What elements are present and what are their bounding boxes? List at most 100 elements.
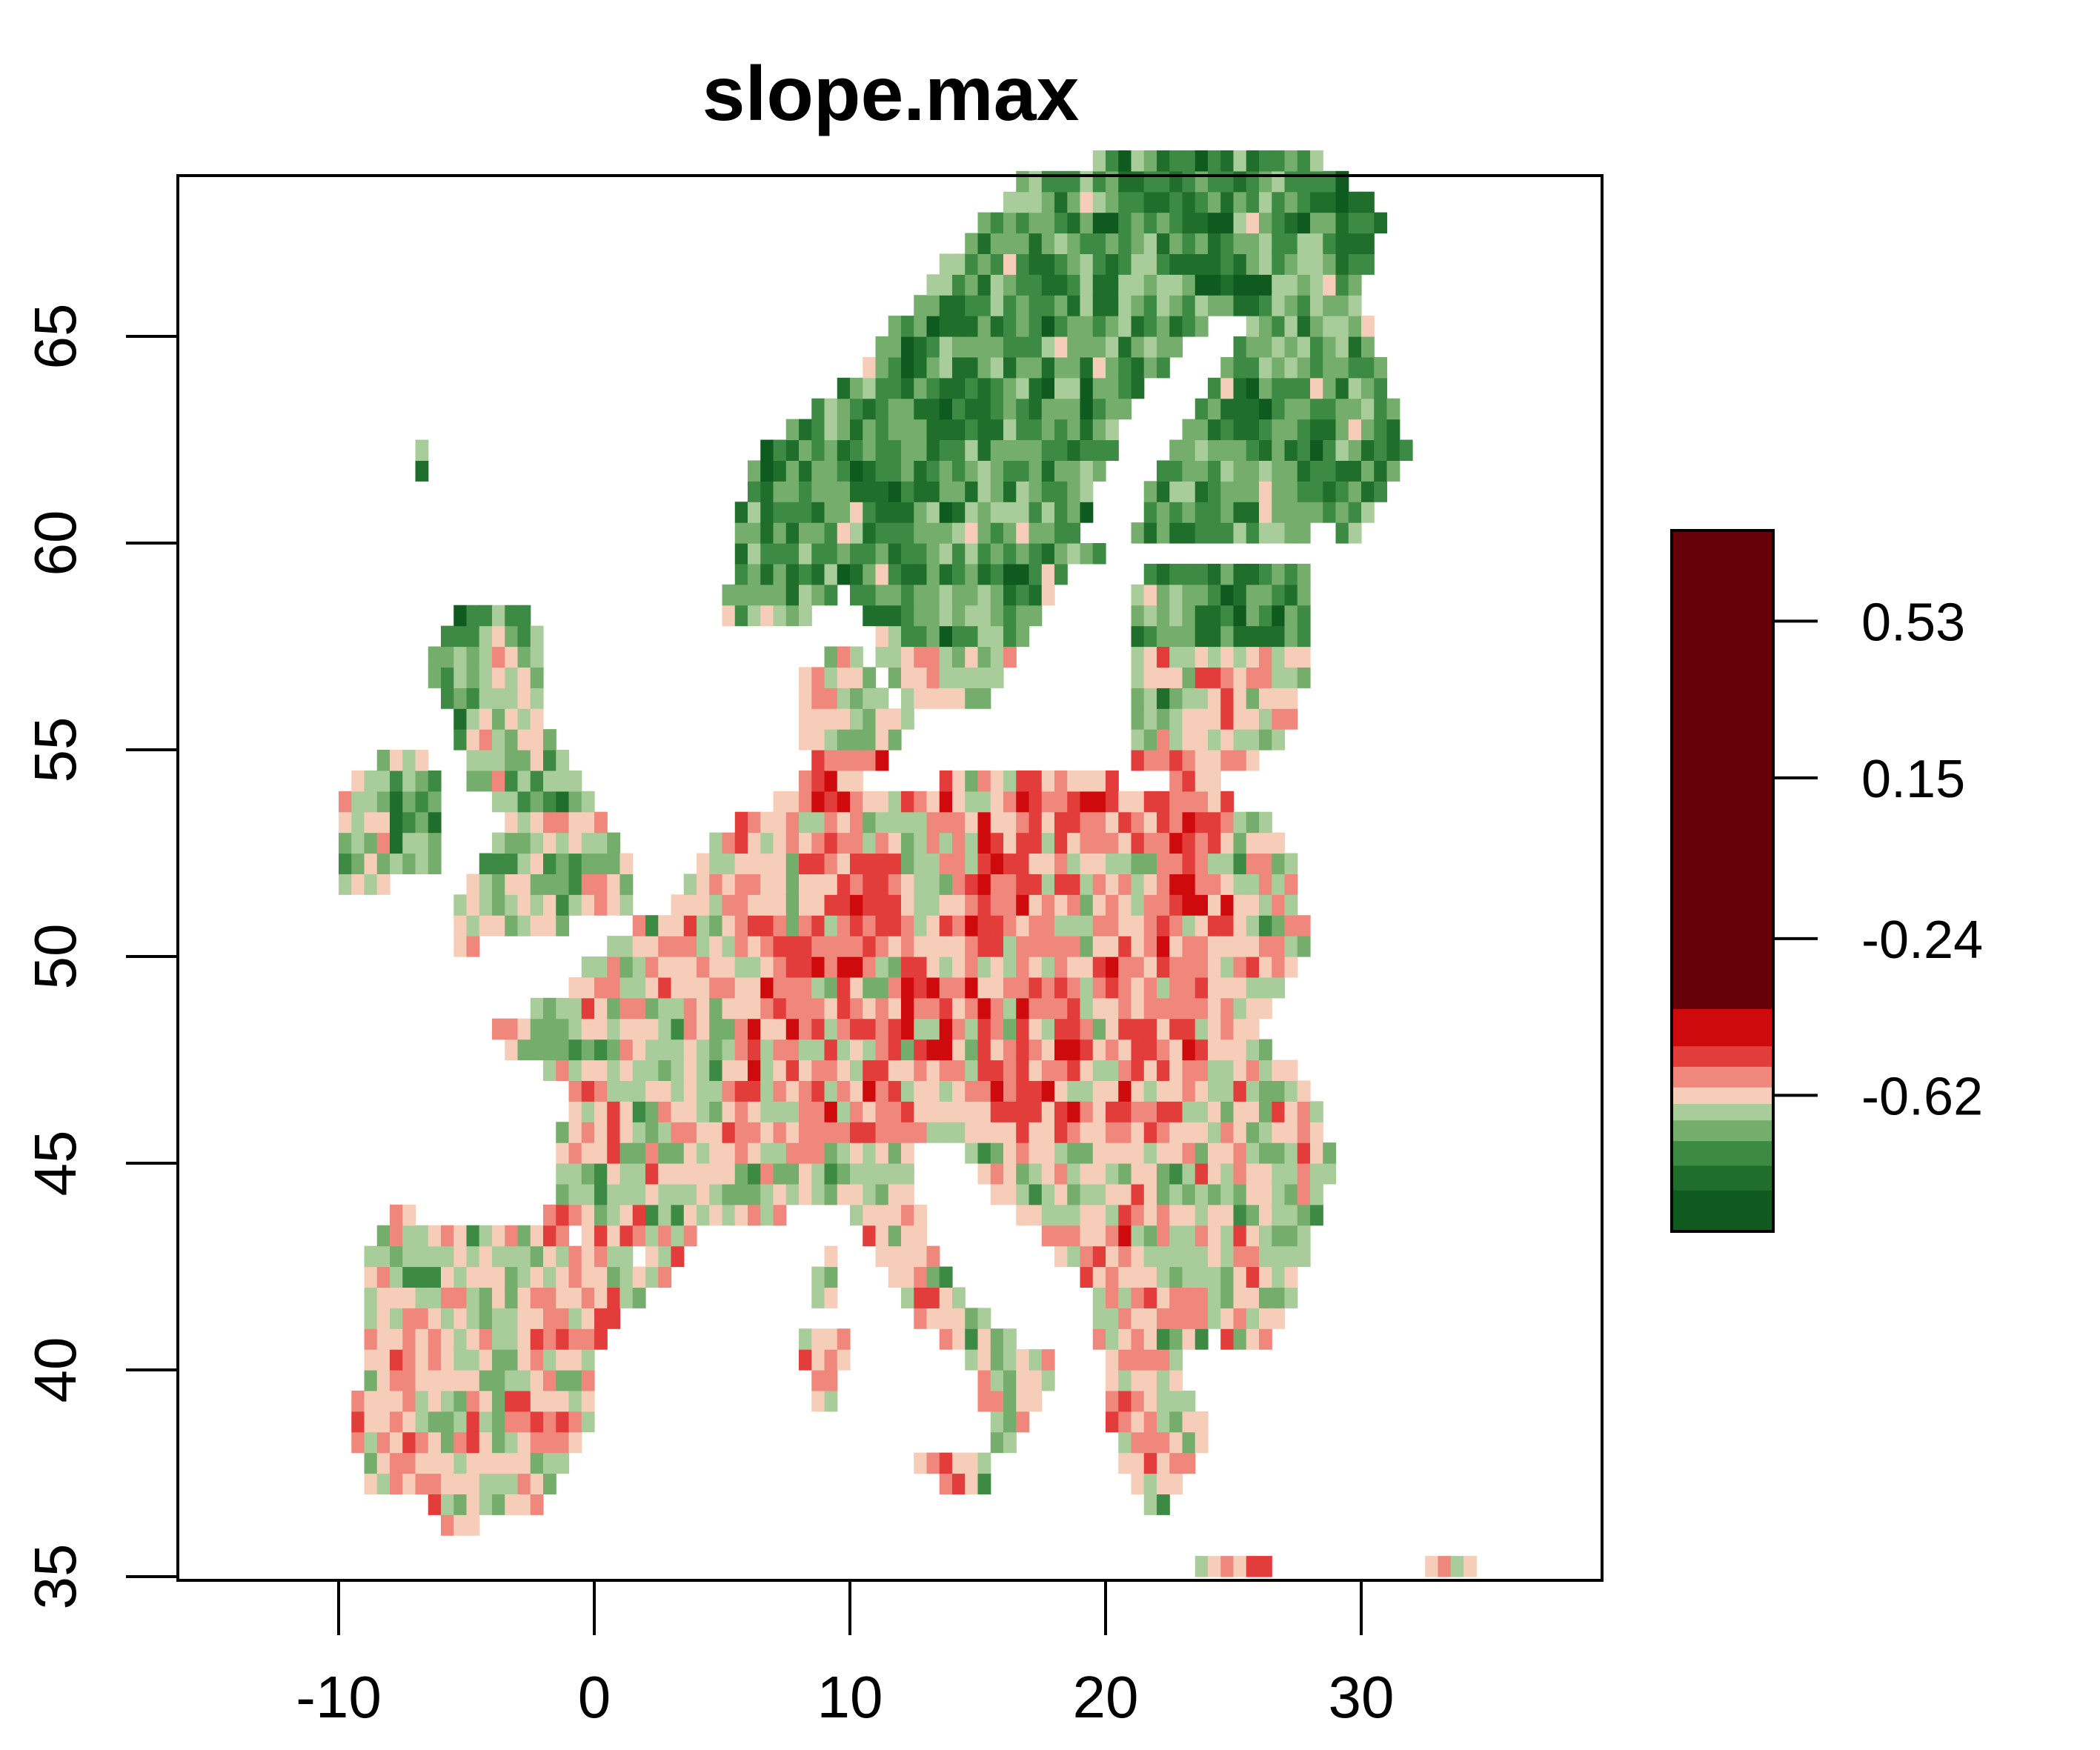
raster-cell	[466, 1225, 480, 1247]
raster-cell	[1131, 853, 1145, 874]
raster-cell	[1233, 1308, 1247, 1329]
raster-cell	[581, 894, 595, 916]
raster-cell	[594, 1225, 608, 1247]
raster-cell	[901, 316, 914, 337]
raster-cell	[1208, 605, 1221, 627]
raster-cell	[1029, 997, 1043, 1019]
raster-cell	[875, 398, 889, 420]
raster-cell	[1220, 274, 1235, 296]
raster-cell	[1157, 1039, 1170, 1061]
raster-cell	[1259, 874, 1272, 895]
raster-cell	[965, 811, 979, 834]
raster-cell	[863, 481, 877, 502]
raster-cell	[1374, 212, 1388, 234]
raster-cell	[875, 1039, 889, 1061]
raster-cell	[453, 667, 468, 688]
raster-cell	[1169, 1411, 1183, 1433]
raster-cell	[722, 1059, 736, 1081]
raster-cell	[1194, 667, 1209, 688]
raster-cell	[709, 1142, 723, 1164]
raster-cell	[1003, 874, 1017, 895]
raster-cell	[479, 625, 493, 648]
raster-cell	[811, 1018, 825, 1040]
raster-cell	[1054, 191, 1068, 213]
raster-cell	[1041, 419, 1055, 441]
raster-cell	[479, 1494, 493, 1515]
raster-cell	[1054, 233, 1068, 254]
raster-cell	[888, 1101, 902, 1122]
raster-cell	[926, 1059, 940, 1081]
raster-cell	[453, 915, 468, 936]
raster-cell	[556, 1390, 570, 1412]
raster-cell	[492, 1390, 505, 1412]
raster-cell	[1092, 956, 1106, 978]
raster-cell	[1157, 977, 1170, 999]
raster-cell	[914, 811, 928, 834]
raster-cell	[543, 1411, 556, 1433]
raster-cell	[837, 1163, 851, 1185]
raster-cell	[428, 1473, 442, 1494]
raster-cell	[594, 977, 608, 999]
raster-cell	[517, 708, 531, 730]
raster-cell	[594, 1287, 608, 1308]
raster-cell	[568, 791, 582, 813]
raster-cell	[1169, 1245, 1183, 1268]
raster-cell	[390, 1225, 403, 1247]
raster-cell	[581, 977, 595, 999]
raster-cell	[990, 1101, 1004, 1122]
raster-cell	[1182, 708, 1196, 730]
raster-cell	[1080, 894, 1094, 916]
raster-cell	[1233, 1287, 1247, 1308]
raster-cell	[901, 625, 914, 648]
raster-cell	[402, 1245, 416, 1268]
raster-cell	[888, 1163, 902, 1185]
raster-cell	[773, 1039, 787, 1061]
raster-cell	[1067, 502, 1081, 523]
raster-cell	[1246, 316, 1260, 337]
raster-cell	[1297, 419, 1311, 441]
raster-cell	[863, 419, 877, 441]
raster-cell	[492, 1328, 505, 1350]
raster-cell	[901, 832, 914, 854]
raster-cell	[581, 1163, 595, 1185]
raster-cell	[1272, 894, 1286, 916]
raster-cell	[1194, 150, 1209, 172]
raster-cell	[1194, 770, 1209, 792]
raster-cell	[1157, 708, 1170, 730]
raster-cell	[415, 439, 429, 461]
raster-cell	[1284, 1142, 1298, 1164]
raster-cell	[965, 377, 979, 399]
raster-cell	[453, 729, 468, 751]
raster-cell	[875, 1059, 889, 1081]
raster-cell	[1297, 563, 1311, 585]
raster-cell	[581, 1287, 595, 1308]
raster-cell	[453, 1390, 468, 1412]
raster-cell	[811, 1287, 825, 1308]
raster-cell	[952, 956, 966, 978]
raster-cell	[760, 1018, 774, 1040]
raster-cell	[530, 1039, 544, 1061]
raster-cell	[875, 1122, 889, 1143]
raster-cell	[990, 502, 1004, 523]
raster-cell	[1259, 936, 1272, 957]
raster-cell	[390, 791, 403, 813]
raster-cell	[1118, 1431, 1132, 1454]
raster-cell	[671, 997, 685, 1019]
raster-cell	[709, 956, 723, 978]
raster-cell	[1118, 874, 1132, 895]
raster-cell	[965, 1039, 979, 1061]
raster-cell	[1386, 398, 1400, 420]
raster-cell	[850, 584, 863, 606]
raster-cell	[1182, 150, 1196, 172]
raster-cell	[1041, 1018, 1055, 1040]
raster-cell	[1335, 419, 1349, 441]
raster-cell	[837, 481, 851, 502]
raster-cell	[1194, 191, 1209, 213]
raster-cell	[1143, 336, 1157, 358]
raster-cell	[466, 1266, 480, 1288]
raster-cell	[863, 356, 877, 379]
raster-cell	[1259, 1225, 1272, 1247]
raster-cell	[748, 522, 761, 544]
raster-cell	[1194, 1142, 1209, 1164]
raster-cell	[1284, 1080, 1298, 1102]
